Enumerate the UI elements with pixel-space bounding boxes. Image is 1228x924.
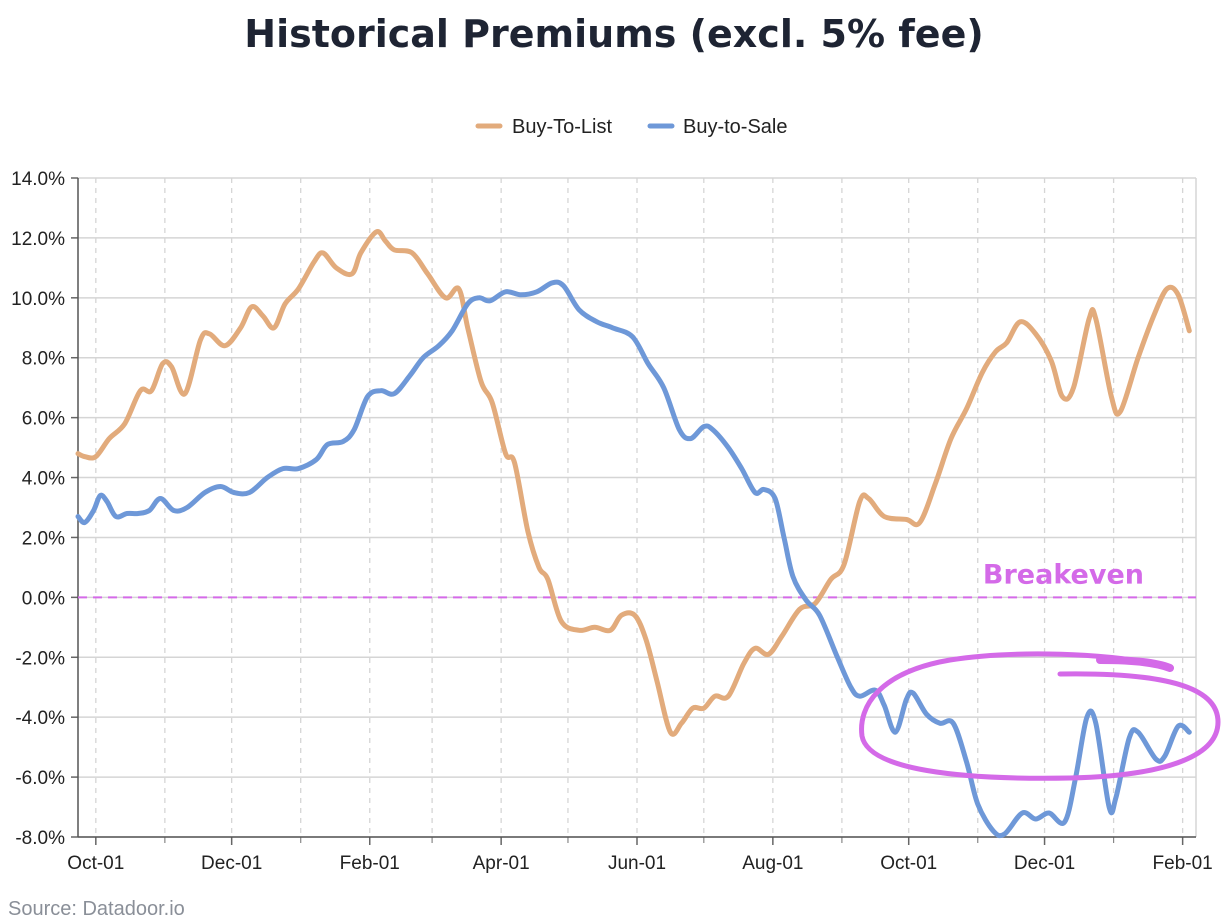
chart: 14.0% 12.0% 10.0% 8.0% 6.0% 4.0% 2.0% 0.0% -2.0%… — [11, 116, 1221, 874]
legend-label: Buy-To-List — [512, 116, 612, 138]
breakeven-label: Breakeven — [983, 559, 1144, 590]
legend-label: Buy-to-Sale — [683, 116, 788, 138]
y-tick-label: 14.0% — [11, 169, 65, 190]
y-tick-label: -6.0% — [15, 768, 65, 789]
y-tick-label: 2.0% — [22, 528, 65, 549]
y-tick-label: 4.0% — [22, 469, 65, 490]
series-lines — [75, 229, 1192, 839]
y-tick-label: 0.0% — [22, 588, 65, 609]
breakeven-reference: Breakeven — [78, 559, 1196, 599]
annotation-stroke-end — [1096, 656, 1174, 672]
series-line-buy-to-list — [75, 229, 1192, 737]
x-tick-label: Oct-01 — [880, 853, 937, 874]
legend: Buy-To-List Buy-to-Sale — [475, 116, 788, 138]
grid — [78, 177, 1197, 838]
x-tick-label: Apr-01 — [473, 853, 530, 874]
series-line-buy-to-sale — [75, 279, 1192, 839]
x-tick-label: Dec-01 — [1014, 853, 1075, 874]
axes: 14.0% 12.0% 10.0% 8.0% 6.0% 4.0% 2.0% 0.0% -2.0%… — [11, 169, 1213, 874]
y-tick-label: 10.0% — [11, 289, 65, 310]
source-note: Source: Datadoor.io — [8, 898, 185, 920]
annotation-ellipse — [859, 651, 1221, 781]
y-tick-label: -8.0% — [15, 828, 65, 849]
y-tick-label: -4.0% — [15, 708, 65, 729]
annotation — [859, 651, 1221, 781]
x-tick-label: Oct-01 — [67, 853, 124, 874]
x-tick-label: Jun-01 — [608, 853, 666, 874]
x-tick-label: Feb-01 — [1153, 853, 1213, 874]
y-tick-label: 8.0% — [22, 349, 65, 370]
chart-title: Historical Premiums (excl. 5% fee) — [244, 12, 984, 56]
x-tick-label: Feb-01 — [340, 853, 400, 874]
x-tick-label: Aug-01 — [742, 853, 803, 874]
y-tick-label: 12.0% — [11, 229, 65, 250]
y-tick-label: -2.0% — [15, 648, 65, 669]
y-tick-label: 6.0% — [22, 409, 65, 430]
x-tick-label: Dec-01 — [201, 853, 262, 874]
